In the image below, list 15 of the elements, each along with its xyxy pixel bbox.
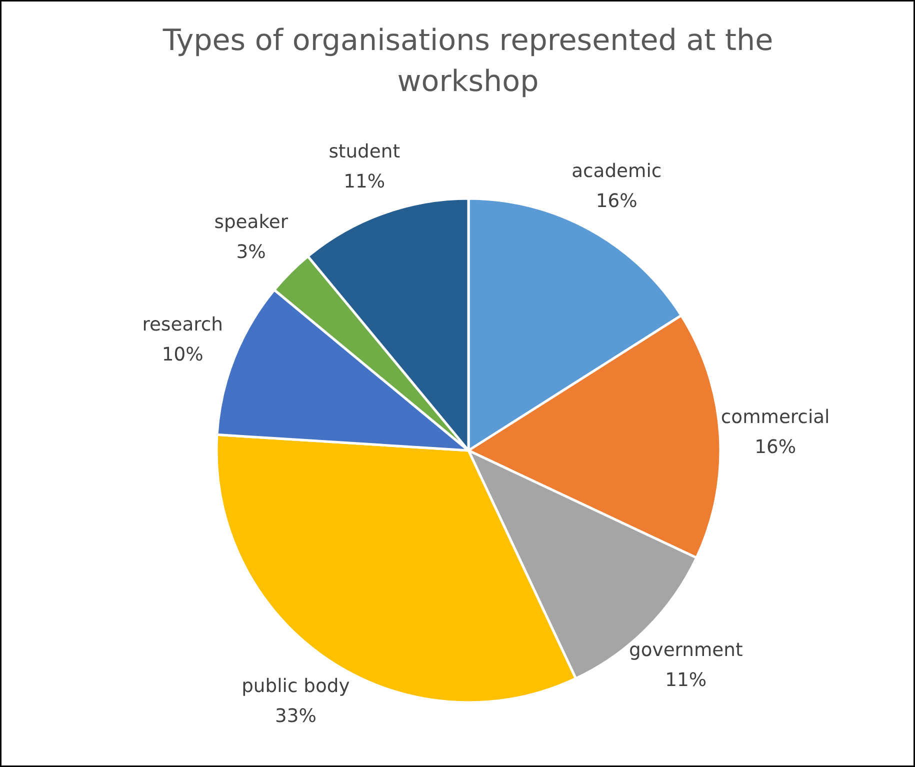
slice-label: speaker (214, 212, 288, 234)
slice-label: public body (242, 676, 350, 698)
data-label: 11% (344, 171, 386, 192)
data-label: 16% (596, 191, 638, 212)
data-label: 33% (274, 706, 316, 728)
slice-label: government (629, 640, 743, 661)
data-label: 10% (162, 344, 204, 366)
slice-label: research (142, 314, 224, 336)
slice-label: student (328, 141, 400, 162)
chart-title: Types of organisations represented at the workshop (162, 23, 774, 98)
slice-label: commercial (720, 407, 830, 428)
data-label: 11% (665, 670, 707, 691)
slice-label: academic (572, 161, 662, 182)
data-label: 3% (236, 242, 266, 264)
data-label: 16% (754, 437, 796, 458)
